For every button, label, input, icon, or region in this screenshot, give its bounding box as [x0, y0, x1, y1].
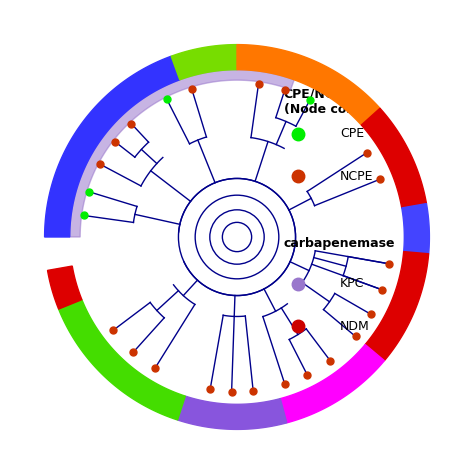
- Polygon shape: [402, 204, 429, 254]
- Polygon shape: [361, 108, 427, 208]
- Polygon shape: [45, 56, 180, 237]
- Polygon shape: [280, 345, 384, 423]
- Text: CPE/NCPE
(Node color): CPE/NCPE (Node color): [284, 87, 371, 116]
- Text: carbapenemase: carbapenemase: [284, 237, 395, 250]
- Text: NCPE: NCPE: [340, 170, 374, 182]
- Text: KPC: KPC: [340, 277, 365, 291]
- Polygon shape: [47, 266, 82, 309]
- Polygon shape: [70, 70, 294, 237]
- Polygon shape: [237, 45, 380, 125]
- Text: NDM: NDM: [340, 319, 370, 332]
- Polygon shape: [171, 45, 237, 80]
- Text: CPE: CPE: [340, 128, 364, 140]
- Polygon shape: [59, 300, 185, 420]
- Polygon shape: [178, 396, 287, 429]
- Polygon shape: [365, 252, 428, 361]
